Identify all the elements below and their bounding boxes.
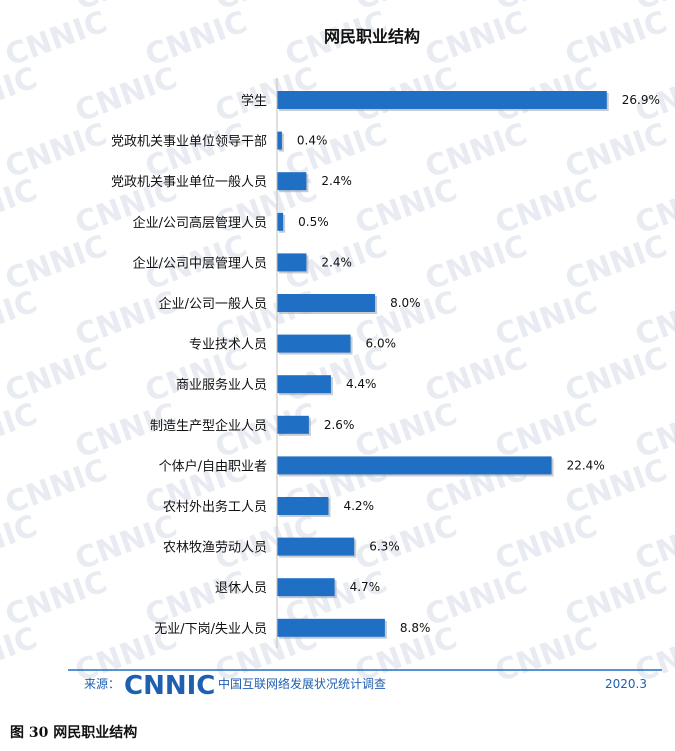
category-label-0: 学生 <box>241 93 267 109</box>
bar-7 <box>277 375 331 394</box>
bar-10 <box>277 497 329 515</box>
bar-9 <box>277 456 552 475</box>
bar-1 <box>277 131 282 150</box>
watermark-text-9: CNNIC <box>421 5 532 74</box>
category-label-1: 党政机关事业单位领导干部 <box>111 135 267 150</box>
bar-6 <box>277 334 351 353</box>
watermark-text-24: CNNIC <box>0 173 42 242</box>
watermark-text-10: CNNIC <box>561 5 672 74</box>
bar-4 <box>277 253 307 272</box>
watermark-text-69: CNNIC <box>421 565 532 634</box>
watermark-text-27: CNNIC <box>351 173 462 242</box>
bar-13 <box>277 618 385 637</box>
bar-2 <box>277 172 307 191</box>
category-label-13: 无业/下岗/失业人员 <box>154 622 267 637</box>
value-label-9: 22.4% <box>567 458 605 472</box>
value-label-13: 8.8% <box>400 621 431 635</box>
watermark-text-18: CNNIC <box>1 117 112 186</box>
value-label-5: 8.0% <box>390 296 421 310</box>
watermark-text-34: CNNIC <box>561 229 672 298</box>
value-label-1: 0.4% <box>297 134 328 148</box>
bar-11 <box>277 537 355 556</box>
bars-layer: 学生 26.9% 党政机关事业单位领导干部 0.4% 党政机关事业单位一般人员 2.4% 企… <box>111 91 660 639</box>
watermark-text-37: CNNIC <box>71 285 182 354</box>
watermark-text-51: CNNIC <box>351 397 462 466</box>
bar-12 <box>277 578 335 597</box>
value-label-8: 2.6% <box>324 418 355 432</box>
value-label-7: 4.4% <box>346 377 377 391</box>
category-label-8: 制造生产型企业人员 <box>150 418 267 434</box>
category-label-6: 专业技术人员 <box>189 338 267 353</box>
watermark-text-22: CNNIC <box>561 117 672 186</box>
watermark-text-40: CNNIC <box>491 285 602 354</box>
footer-date: 2020.3 <box>605 677 647 691</box>
value-label-11: 6.3% <box>369 540 400 554</box>
watermark-text-63: CNNIC <box>351 509 462 578</box>
watermark-text-30: CNNIC <box>1 229 112 298</box>
watermark-text-54: CNNIC <box>1 453 112 522</box>
bar-5 <box>277 294 376 312</box>
category-label-9: 个体户/自由职业者 <box>159 458 267 474</box>
bar-3 <box>277 212 284 231</box>
watermark-text-66: CNNIC <box>1 565 112 634</box>
watermark-text-70: CNNIC <box>561 565 672 634</box>
watermark-text-45: CNNIC <box>421 341 532 410</box>
chart-title: 网民职业结构 <box>324 27 420 46</box>
category-label-4: 企业/公司中层管理人员 <box>133 255 267 271</box>
value-label-0: 26.9% <box>622 93 660 107</box>
footer: 来源： CNNIC 中国互联网络发展状况统计调查 2020.3 <box>68 669 662 701</box>
category-label-7: 商业服务业人员 <box>176 377 267 393</box>
category-label-5: 企业/公司一般人员 <box>159 296 267 312</box>
value-label-3: 0.5% <box>298 215 329 229</box>
value-label-12: 4.7% <box>350 580 381 594</box>
footer-org-name: 中国互联网络发展状况统计调查 <box>218 676 386 691</box>
figure-caption: 图 30 网民职业结构 <box>10 725 138 741</box>
watermark-text-46: CNNIC <box>561 341 672 410</box>
category-label-12: 退休人员 <box>215 581 267 596</box>
watermark-text-12: CNNIC <box>0 61 42 130</box>
category-label-10: 农村外出务工人员 <box>163 499 267 515</box>
watermark-text-48: CNNIC <box>0 397 42 466</box>
cnnic-logo: CNNIC <box>124 671 215 701</box>
watermark-text-72: CNNIC <box>0 621 42 690</box>
category-label-3: 企业/公司高层管理人员 <box>133 215 267 231</box>
watermark-text-60: CNNIC <box>0 509 42 578</box>
bar-8 <box>277 415 309 434</box>
watermark-text-6: CNNIC <box>1 5 112 74</box>
category-label-11: 农林牧渔劳动人员 <box>163 540 267 556</box>
watermark-text-33: CNNIC <box>421 229 532 298</box>
watermark-text-36: CNNIC <box>0 285 42 354</box>
value-label-4: 2.4% <box>321 255 352 269</box>
watermark-text-42: CNNIC <box>1 341 112 410</box>
footer-source-label: 来源： <box>84 677 120 691</box>
bar-0 <box>277 91 607 109</box>
watermark-text-21: CNNIC <box>421 117 532 186</box>
value-label-2: 2.4% <box>321 174 352 188</box>
watermark-text-64: CNNIC <box>491 509 602 578</box>
watermark-text-28: CNNIC <box>491 173 602 242</box>
watermark-text-52: CNNIC <box>491 397 602 466</box>
category-label-2: 党政机关事业单位一般人员 <box>111 174 267 190</box>
watermark-text-0: CNNIC <box>0 0 42 18</box>
watermark-text-13: CNNIC <box>71 61 182 130</box>
watermark-text-76: CNNIC <box>491 621 602 690</box>
watermark-text-7: CNNIC <box>141 5 252 74</box>
value-label-10: 4.2% <box>343 499 374 513</box>
value-label-6: 6.0% <box>366 337 397 351</box>
